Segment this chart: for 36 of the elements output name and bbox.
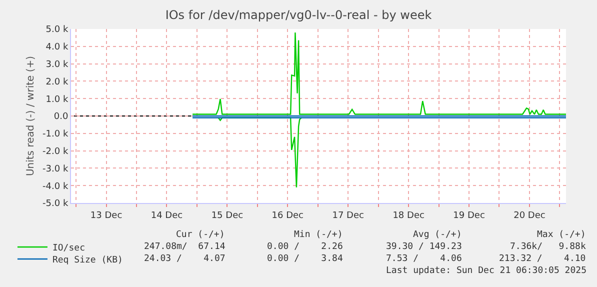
text: 247.08m/ 67.14 — [144, 242, 226, 252]
x-tick-label: 20 Dec — [514, 210, 546, 221]
y-tick-label: -2.0 k — [42, 146, 69, 157]
text: 213.32 / 4.10 — [499, 254, 586, 264]
text: Avg (-/+) — [413, 230, 462, 240]
text: 0.00 / 3.84 — [267, 254, 343, 264]
x-tick-label: 17 Dec — [332, 210, 364, 221]
y-tick-label: 5.0 k — [46, 25, 69, 36]
text: 0.00 / 2.26 — [267, 242, 343, 252]
x-tick-label: 13 Dec — [90, 210, 122, 221]
y-axis-title: Units read (-) / write (+) — [26, 56, 37, 176]
y-tick-label: 4.0 k — [46, 42, 69, 53]
x-tick-label: 15 Dec — [211, 210, 244, 221]
x-tick-label: 16 Dec — [272, 210, 304, 221]
text: Last update: Sun Dec 21 06:30:05 2025 — [386, 266, 586, 276]
y-tick-label: -1.0 k — [42, 130, 69, 140]
y-tick-label: 2.0 k — [46, 77, 69, 88]
y-tick-label: 1.0 k — [46, 94, 69, 105]
legend-label: Req Size (KB) — [52, 256, 123, 266]
text: Max (-/+) — [537, 230, 586, 240]
y-tick-label: -4.0 k — [42, 182, 69, 192]
text: 39.30 / 149.23 — [386, 242, 462, 252]
y-tick-label: -3.0 k — [42, 164, 69, 174]
text: 24.03 / 4.07 — [144, 254, 226, 264]
text: 7.36k/ 9.88k — [510, 242, 586, 252]
text: Min (-/+) — [294, 230, 343, 240]
legend-label: IO/sec — [52, 244, 85, 254]
text: 7.53 / 4.06 — [386, 254, 462, 264]
y-tick-label: 3.0 k — [46, 60, 69, 70]
y-tick-label: -5.0 k — [42, 199, 69, 210]
x-tick-label: 19 Dec — [453, 210, 485, 221]
text: Cur (-/+) — [176, 230, 225, 240]
x-tick-label: 18 Dec — [392, 210, 424, 221]
x-tick-label: 14 Dec — [150, 210, 183, 221]
chart-title: IOs for /dev/mapper/vg0-lv--0-real - by week — [165, 8, 432, 22]
y-tick-label: 0.0 — [54, 112, 68, 122]
